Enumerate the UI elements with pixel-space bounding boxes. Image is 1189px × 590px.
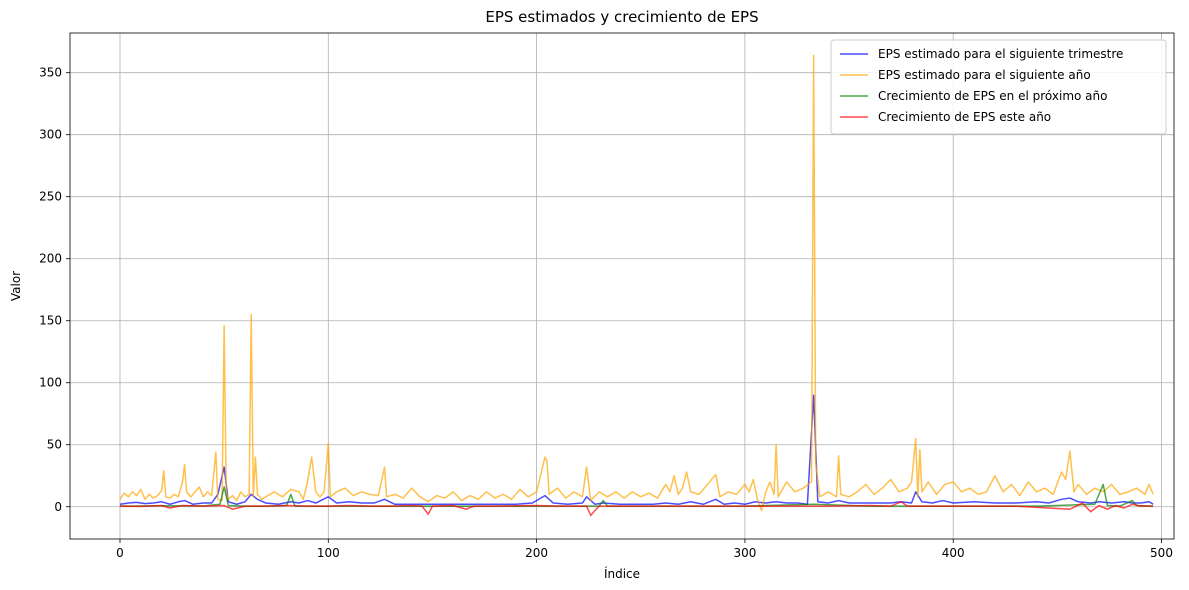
- y-axis-label: Valor: [9, 271, 23, 301]
- tick-layer: 0 100 200 300 400 500 0 50 100 150 200 250 300 350: [39, 66, 1173, 560]
- x-tick-label: 500: [1150, 546, 1173, 560]
- y-tick-label: 100: [39, 376, 62, 390]
- x-axis-label: Índice: [604, 566, 640, 581]
- series-line-eps-estimado-para-el-siguiente-trimestre: [119, 394, 1154, 506]
- plot-frame: [69, 32, 1175, 540]
- y-tick-label: 150: [39, 314, 62, 328]
- legend-label: Crecimiento de EPS este año: [878, 110, 1051, 124]
- x-tick-label: 300: [733, 546, 756, 560]
- series-layer: [119, 54, 1154, 517]
- x-tick-label: 0: [116, 546, 124, 560]
- legend-label: Crecimiento de EPS en el próximo año: [878, 89, 1107, 103]
- y-tick-label: 200: [39, 252, 62, 266]
- y-tick-label: 350: [39, 66, 62, 80]
- legend-label: EPS estimado para el siguiente año: [878, 68, 1091, 82]
- x-tick-label: 200: [525, 546, 548, 560]
- series-line-crecimiento-de-eps-este-ano: [119, 501, 1154, 517]
- y-tick-label: 0: [54, 500, 62, 514]
- legend: EPS estimado para el siguiente trimestre…: [830, 39, 1167, 135]
- y-tick-label: 250: [39, 190, 62, 204]
- y-tick-label: 50: [47, 438, 62, 452]
- legend-label: EPS estimado para el siguiente trimestre: [878, 47, 1123, 61]
- x-tick-label: 400: [942, 546, 965, 560]
- x-tick-label: 100: [317, 546, 340, 560]
- legend-box: [830, 39, 1167, 135]
- chart-title: EPS estimados y crecimiento de EPS: [485, 8, 758, 26]
- series-line-eps-estimado-para-el-siguiente-ano: [119, 54, 1154, 512]
- y-tick-label: 300: [39, 128, 62, 142]
